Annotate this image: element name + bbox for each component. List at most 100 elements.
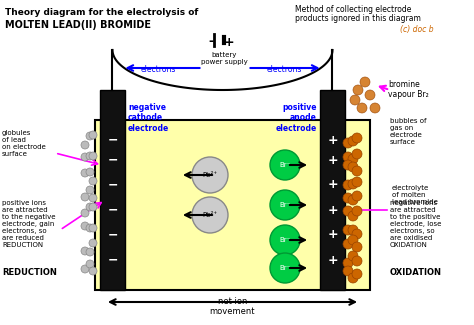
Circle shape [348, 273, 358, 283]
Circle shape [89, 239, 97, 247]
Circle shape [350, 95, 360, 105]
Circle shape [348, 162, 358, 172]
Text: +: + [223, 35, 234, 48]
Text: electrons: electrons [140, 66, 176, 74]
Circle shape [352, 206, 362, 216]
Circle shape [86, 224, 94, 232]
Circle shape [343, 160, 353, 170]
Text: globules
of lead
on electrode
surface: globules of lead on electrode surface [2, 130, 46, 157]
Circle shape [86, 152, 94, 160]
Circle shape [86, 132, 94, 140]
Text: OXIDATION: OXIDATION [390, 268, 442, 277]
Polygon shape [320, 90, 345, 290]
Circle shape [352, 269, 362, 279]
Circle shape [81, 193, 89, 201]
Circle shape [343, 225, 353, 235]
Circle shape [343, 239, 353, 249]
Circle shape [270, 253, 300, 283]
Text: electrolyte
of molten
lead bromide: electrolyte of molten lead bromide [392, 185, 438, 205]
Circle shape [352, 166, 362, 176]
Circle shape [89, 203, 97, 211]
Text: net ion
movement: net ion movement [210, 297, 255, 317]
Text: positive
anode
electrode: positive anode electrode [276, 103, 317, 133]
Text: Br⁻: Br⁻ [279, 265, 291, 271]
Circle shape [81, 247, 89, 255]
Circle shape [348, 154, 358, 164]
Circle shape [352, 256, 362, 266]
Circle shape [353, 85, 363, 95]
Circle shape [352, 229, 362, 239]
Polygon shape [100, 90, 125, 290]
Text: −: − [107, 178, 118, 191]
Text: bromine
vapour Br₂: bromine vapour Br₂ [388, 80, 429, 99]
Text: negative ions
are attracted
to the positive
electrode, lose
electrons, so
are ox: negative ions are attracted to the posit… [390, 200, 441, 248]
Text: +: + [327, 178, 338, 191]
Text: Pb²⁺: Pb²⁺ [202, 212, 218, 218]
Text: Theory diagram for the electrolysis of: Theory diagram for the electrolysis of [5, 8, 199, 17]
Text: +: + [327, 153, 338, 166]
Circle shape [343, 206, 353, 216]
Circle shape [86, 248, 94, 256]
Circle shape [86, 168, 94, 176]
Text: +: + [327, 134, 338, 147]
Text: +: + [327, 228, 338, 241]
Circle shape [343, 138, 353, 148]
Text: (c) doc b: (c) doc b [400, 25, 434, 34]
Text: +: + [327, 254, 338, 266]
Text: −: − [107, 203, 118, 216]
Text: −: − [107, 134, 118, 147]
Circle shape [270, 150, 300, 180]
Circle shape [270, 190, 300, 220]
Circle shape [81, 265, 89, 273]
Circle shape [348, 195, 358, 205]
Circle shape [352, 149, 362, 159]
Text: negative
cathode
electrode: negative cathode electrode [128, 103, 169, 133]
Circle shape [352, 191, 362, 201]
Circle shape [89, 131, 97, 139]
Circle shape [81, 222, 89, 230]
Circle shape [357, 103, 367, 113]
Circle shape [348, 211, 358, 221]
Circle shape [352, 242, 362, 252]
Circle shape [89, 177, 97, 185]
Text: -: - [208, 35, 213, 48]
Circle shape [192, 157, 228, 193]
Polygon shape [95, 120, 370, 290]
Circle shape [192, 197, 228, 233]
Text: battery
power supply: battery power supply [201, 52, 248, 65]
Circle shape [86, 260, 94, 268]
Circle shape [86, 186, 94, 194]
Circle shape [348, 235, 358, 245]
Circle shape [348, 225, 358, 235]
Circle shape [86, 203, 94, 211]
Circle shape [365, 90, 375, 100]
Text: Br⁻: Br⁻ [279, 162, 291, 168]
Circle shape [348, 179, 358, 189]
Circle shape [348, 136, 358, 146]
Circle shape [81, 141, 89, 149]
Circle shape [270, 225, 300, 255]
Circle shape [360, 77, 370, 87]
Circle shape [343, 152, 353, 162]
Text: Method of collecting electrode: Method of collecting electrode [295, 5, 411, 14]
Circle shape [89, 152, 97, 160]
Text: bubbles of
gas on
electrode
surface: bubbles of gas on electrode surface [390, 118, 427, 145]
Text: −: − [107, 228, 118, 241]
Circle shape [348, 251, 358, 261]
Circle shape [81, 153, 89, 161]
Circle shape [89, 194, 97, 202]
Text: MOLTEN LEAD(II) BROMIDE: MOLTEN LEAD(II) BROMIDE [5, 20, 151, 30]
Text: −: − [107, 153, 118, 166]
Circle shape [89, 224, 97, 232]
Text: REDUCTION: REDUCTION [2, 268, 57, 277]
Text: Br⁻: Br⁻ [279, 237, 291, 243]
Text: Pb²⁺: Pb²⁺ [202, 172, 218, 178]
Circle shape [343, 266, 353, 276]
Circle shape [352, 177, 362, 187]
Circle shape [370, 103, 380, 113]
Circle shape [343, 193, 353, 203]
Text: −: − [107, 254, 118, 266]
Text: positive ions
are attracted
to the negative
electrode, gain
electrons, so
are re: positive ions are attracted to the negat… [2, 200, 55, 248]
Text: +: + [327, 203, 338, 216]
Circle shape [352, 133, 362, 143]
